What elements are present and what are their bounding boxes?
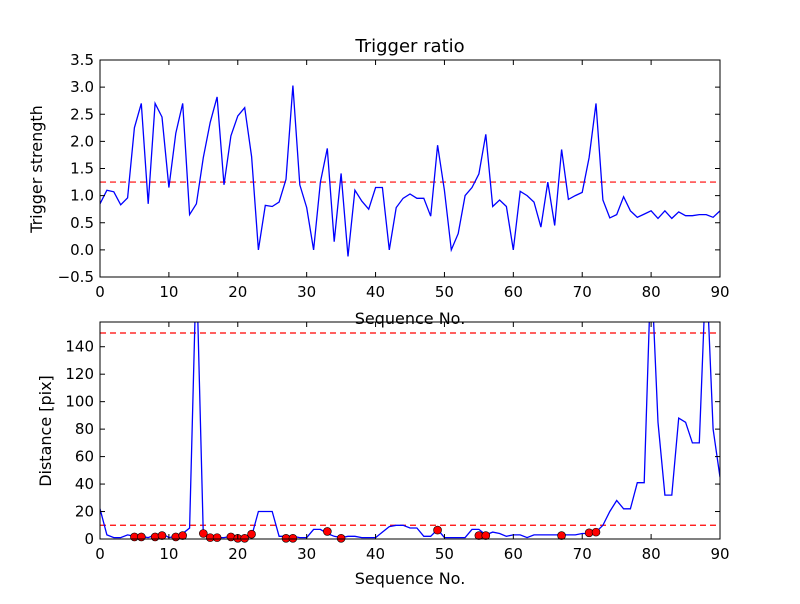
data-point-marker	[240, 534, 249, 543]
x-tick-label: 0	[95, 283, 105, 301]
y-tick-label: 3.5	[70, 51, 94, 69]
y-tick-label: 60	[75, 448, 94, 466]
y-tick-label: 120	[65, 365, 94, 383]
trigger-ratio-panel: Trigger ratio Sequence No. Trigger stren…	[27, 36, 730, 328]
x-tick-label: 90	[710, 545, 729, 563]
data-point-marker	[199, 529, 208, 538]
x-tick-label: 80	[642, 545, 661, 563]
x-tick-label: 30	[297, 283, 316, 301]
data-point-marker	[247, 529, 256, 539]
distance-panel: Sequence No. Distance [pix] 0 10 20 30 40 50 6…	[36, 321, 730, 588]
x-tick-label: 40	[366, 545, 385, 563]
y-tick-label: 20	[75, 503, 94, 521]
y-tick-label: 0.5	[70, 214, 94, 232]
series-line	[100, 85, 720, 257]
x-tick-label: 30	[297, 545, 316, 563]
x-tick-label: 50	[435, 545, 454, 563]
y-tick-label: 2.0	[70, 132, 94, 150]
y-tick-label: 140	[65, 338, 94, 356]
x-tick-label: 60	[504, 545, 523, 563]
x-tick-label: 50	[435, 283, 454, 301]
data-point-marker	[481, 531, 491, 540]
y-tick-label: 80	[75, 420, 94, 438]
y-axis-label: Trigger strength	[27, 105, 46, 234]
data-point-marker	[336, 534, 346, 543]
x-axis-label: Sequence No.	[355, 569, 466, 588]
x-tick-label: 20	[228, 283, 247, 301]
x-tick-label: 40	[366, 283, 385, 301]
x-tick-label: 70	[573, 283, 592, 301]
y-tick-label: 3.0	[70, 78, 94, 96]
y-tick-label: 2.5	[70, 105, 94, 123]
data-point-marker	[226, 532, 236, 542]
axes-frame	[99, 59, 721, 278]
x-axis-label: Sequence No.	[355, 309, 466, 328]
x-tick-label: 70	[573, 545, 592, 563]
data-point-marker	[433, 525, 442, 535]
chart-title: Trigger ratio	[354, 36, 464, 57]
data-point-marker	[591, 527, 601, 537]
x-tick-label: 60	[504, 283, 523, 301]
data-point-marker	[157, 531, 167, 540]
data-point-marker	[212, 533, 222, 542]
data-point-marker	[288, 534, 298, 543]
y-tick-label: 100	[65, 393, 94, 411]
x-tick-label: 0	[95, 545, 105, 563]
data-point-marker	[137, 532, 146, 542]
series-line	[100, 322, 720, 539]
y-tick-label: 0	[84, 530, 94, 548]
data-point-marker	[178, 531, 187, 540]
data-point-marker	[150, 532, 160, 542]
x-tick-label: 80	[642, 283, 661, 301]
data-point-marker	[171, 532, 181, 542]
y-tick-label: 40	[75, 475, 94, 493]
x-tick-label: 10	[159, 283, 178, 301]
data-point-marker	[557, 531, 566, 540]
y-tick-label: 1.0	[70, 187, 94, 205]
y-tick-label: 0.0	[70, 241, 94, 259]
x-tick-label: 20	[228, 545, 247, 563]
y-tick-label: −0.5	[58, 268, 94, 286]
x-tick-label: 90	[710, 283, 729, 301]
y-tick-label: 1.5	[70, 160, 94, 178]
y-axis-label: Distance [pix]	[36, 375, 55, 487]
x-tick-label: 10	[159, 545, 178, 563]
data-point-marker	[323, 527, 332, 536]
axes-frame	[99, 321, 721, 540]
